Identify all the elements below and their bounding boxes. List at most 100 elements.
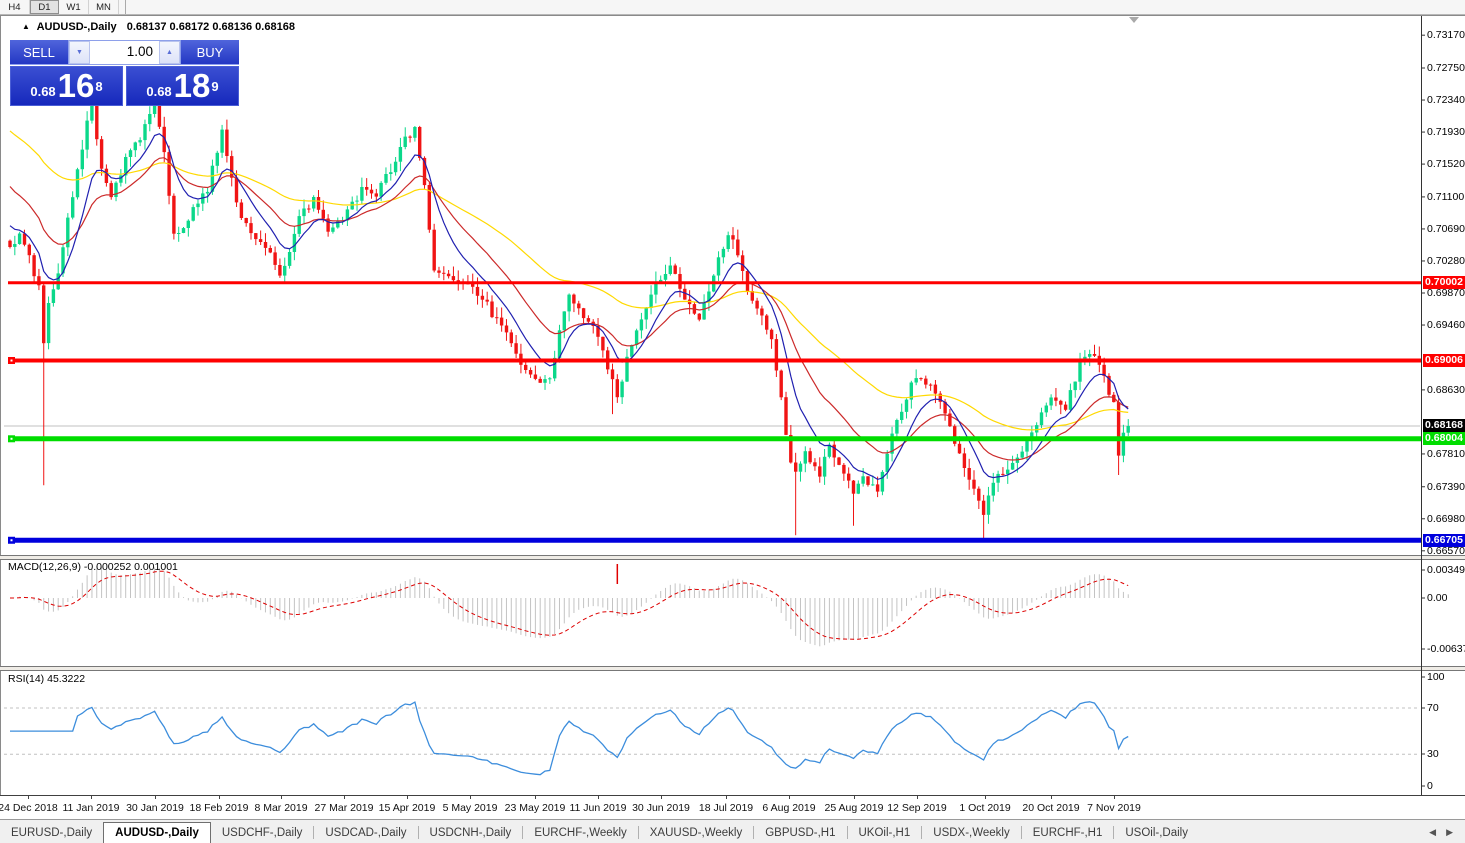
volume-spinner: ▼ 1.00 ▲ (68, 40, 181, 65)
symbol-title: AUDUSD-,Daily (36, 21, 117, 33)
date-axis-label: 27 Mar 2019 (314, 802, 374, 814)
date-axis-label: 24 Dec 2018 (0, 802, 58, 814)
rsi-name: RSI(14) (8, 673, 45, 685)
chart-tab-audusd-daily[interactable]: AUDUSD-,Daily (103, 822, 211, 843)
rsi-axis-label: 70 (1427, 702, 1439, 714)
timeframe-button-h4[interactable]: H4 (0, 0, 30, 14)
chart-tab-ukoil-h1[interactable]: UKOil-,H1 (858, 827, 911, 839)
tab-divider (637, 826, 639, 839)
sell-price-pip: 8 (95, 78, 103, 94)
date-axis-label: 7 Nov 2019 (1087, 802, 1141, 814)
macd-name: MACD(12,26,9) (8, 561, 81, 573)
date-axis-label: 20 Oct 2019 (1022, 802, 1080, 814)
buy-button[interactable]: BUY (181, 40, 239, 65)
chart-tab-usdcad-daily[interactable]: USDCAD-,Daily (325, 827, 407, 839)
date-axis-label: 30 Jan 2019 (126, 802, 184, 814)
date-tick (470, 796, 471, 799)
sell-price-big: 16 (57, 67, 95, 104)
price-badge: 0.69006 (1423, 354, 1465, 367)
price-axis-label: 0.71930 (1427, 126, 1465, 139)
macd-label: MACD(12,26,9) -0.000252 0.001001 (8, 561, 178, 573)
date-tick (219, 796, 220, 799)
macd-axis-label: 0.00 (1427, 592, 1448, 604)
date-tick (598, 796, 599, 799)
date-axis-label: 18 Jul 2019 (698, 802, 754, 814)
date-axis-label: 25 Aug 2019 (824, 802, 884, 814)
macd-values: -0.000252 0.001001 (83, 561, 178, 573)
chart-tab-usoil-daily[interactable]: USOil-,Daily (1125, 827, 1188, 839)
volume-increase-button[interactable]: ▲ (159, 41, 180, 64)
timeframe-button-w1[interactable]: W1 (59, 0, 89, 14)
pane-separator-rsi[interactable] (0, 666, 1465, 671)
price-axis-label: 0.69870 (1427, 287, 1465, 299)
timeframe-button-mn[interactable]: MN (89, 0, 119, 14)
date-axis-label: 8 Mar 2019 (254, 802, 308, 814)
date-axis-label: 15 Apr 2019 (378, 802, 436, 814)
date-axis-label: 30 Jun 2019 (632, 802, 690, 814)
tab-divider (1113, 826, 1115, 839)
tab-scroll-left-icon[interactable]: ◀ (1429, 827, 1437, 837)
tab-divider (753, 826, 755, 839)
date-axis: 24 Dec 2018 11 Jan 2019 30 Jan 2019 18 Feb … (0, 795, 1465, 820)
price-badge: 0.68168 (1423, 419, 1465, 433)
price-axis-label: 0.70280 (1427, 254, 1465, 267)
price-axis-label: 0.71100 (1427, 190, 1465, 203)
price-axis-label: 0.72340 (1427, 94, 1465, 107)
symbol-quote-line: ▲ AUDUSD-,Daily 0.68137 0.68172 0.68136 … (22, 21, 295, 33)
rsi-axis-label: 0 (1427, 780, 1433, 792)
tab-divider (1020, 826, 1022, 839)
sell-price-prefix: 0.68 (30, 83, 56, 99)
tab-divider (522, 826, 524, 839)
date-tick (985, 796, 986, 799)
date-tick (789, 796, 790, 799)
sell-button[interactable]: SELL (10, 40, 68, 65)
tab-divider (921, 826, 923, 839)
price-axis-label: 0.73170 (1427, 29, 1465, 42)
date-axis-label: 6 Aug 2019 (762, 802, 816, 814)
price-axis-label: 0.68630 (1427, 383, 1465, 396)
date-tick (91, 796, 92, 799)
toolbar-separator (125, 0, 126, 14)
buy-price-display[interactable]: 0.68 18 9 (126, 66, 239, 106)
chart-tab-usdcnh-daily[interactable]: USDCNH-,Daily (429, 827, 512, 839)
chart-tab-gbpusd-h1[interactable]: GBPUSD-,H1 (765, 827, 836, 839)
price-axis-border (1421, 16, 1422, 795)
date-tick (1051, 796, 1052, 799)
macd-axis-label: -0.00637 (1427, 643, 1465, 655)
one-click-trading-panel: SELL ▼ 1.00 ▲ BUY 0.68 16 8 0.68 18 9 (10, 40, 239, 106)
date-axis-label: 18 Feb 2019 (189, 802, 249, 814)
date-tick (1114, 796, 1115, 799)
date-tick (155, 796, 156, 799)
sell-price-display[interactable]: 0.68 16 8 (10, 66, 123, 106)
volume-decrease-button[interactable]: ▼ (69, 41, 90, 64)
timeframe-button-d1[interactable]: D1 (30, 0, 59, 14)
tab-scroll-right-icon[interactable]: ▶ (1446, 827, 1453, 837)
chart-tab-eurusd-daily[interactable]: EURUSD-,Daily (11, 827, 93, 839)
date-axis-label: 23 May 2019 (504, 802, 566, 814)
buy-price-pip: 9 (211, 78, 219, 94)
date-tick (854, 796, 855, 799)
tab-divider (846, 826, 848, 839)
volume-input[interactable]: 1.00 (126, 44, 153, 59)
date-tick (726, 796, 727, 799)
chart-tab-eurchf-h1[interactable]: EURCHF-,H1 (1032, 827, 1103, 839)
chart-tab-usdchf-daily[interactable]: USDCHF-,Daily (221, 827, 303, 839)
date-tick (407, 796, 408, 799)
pane-separator-macd[interactable] (0, 555, 1465, 560)
chart-tab-eurchf-weekly[interactable]: EURCHF-,Weekly (534, 827, 627, 839)
buy-price-big: 18 (173, 67, 211, 104)
price-badge: 0.66705 (1423, 533, 1465, 547)
price-axis-label: 0.69460 (1427, 319, 1465, 332)
date-axis-label: 5 May 2019 (442, 802, 498, 814)
date-tick (28, 796, 29, 799)
chart-tab-usdx-weekly[interactable]: USDX-,Weekly (933, 827, 1010, 839)
date-tick (281, 796, 282, 799)
date-axis-label: 11 Jun 2019 (569, 802, 627, 814)
price-axis-label: 0.70690 (1427, 222, 1465, 235)
chart-shift-marker-icon[interactable] (1129, 17, 1139, 23)
chart-tab-xauusd-weekly[interactable]: XAUUSD-,Weekly (649, 827, 743, 839)
rsi-value: 45.3222 (47, 673, 86, 685)
chart-window[interactable] (0, 15, 1465, 819)
